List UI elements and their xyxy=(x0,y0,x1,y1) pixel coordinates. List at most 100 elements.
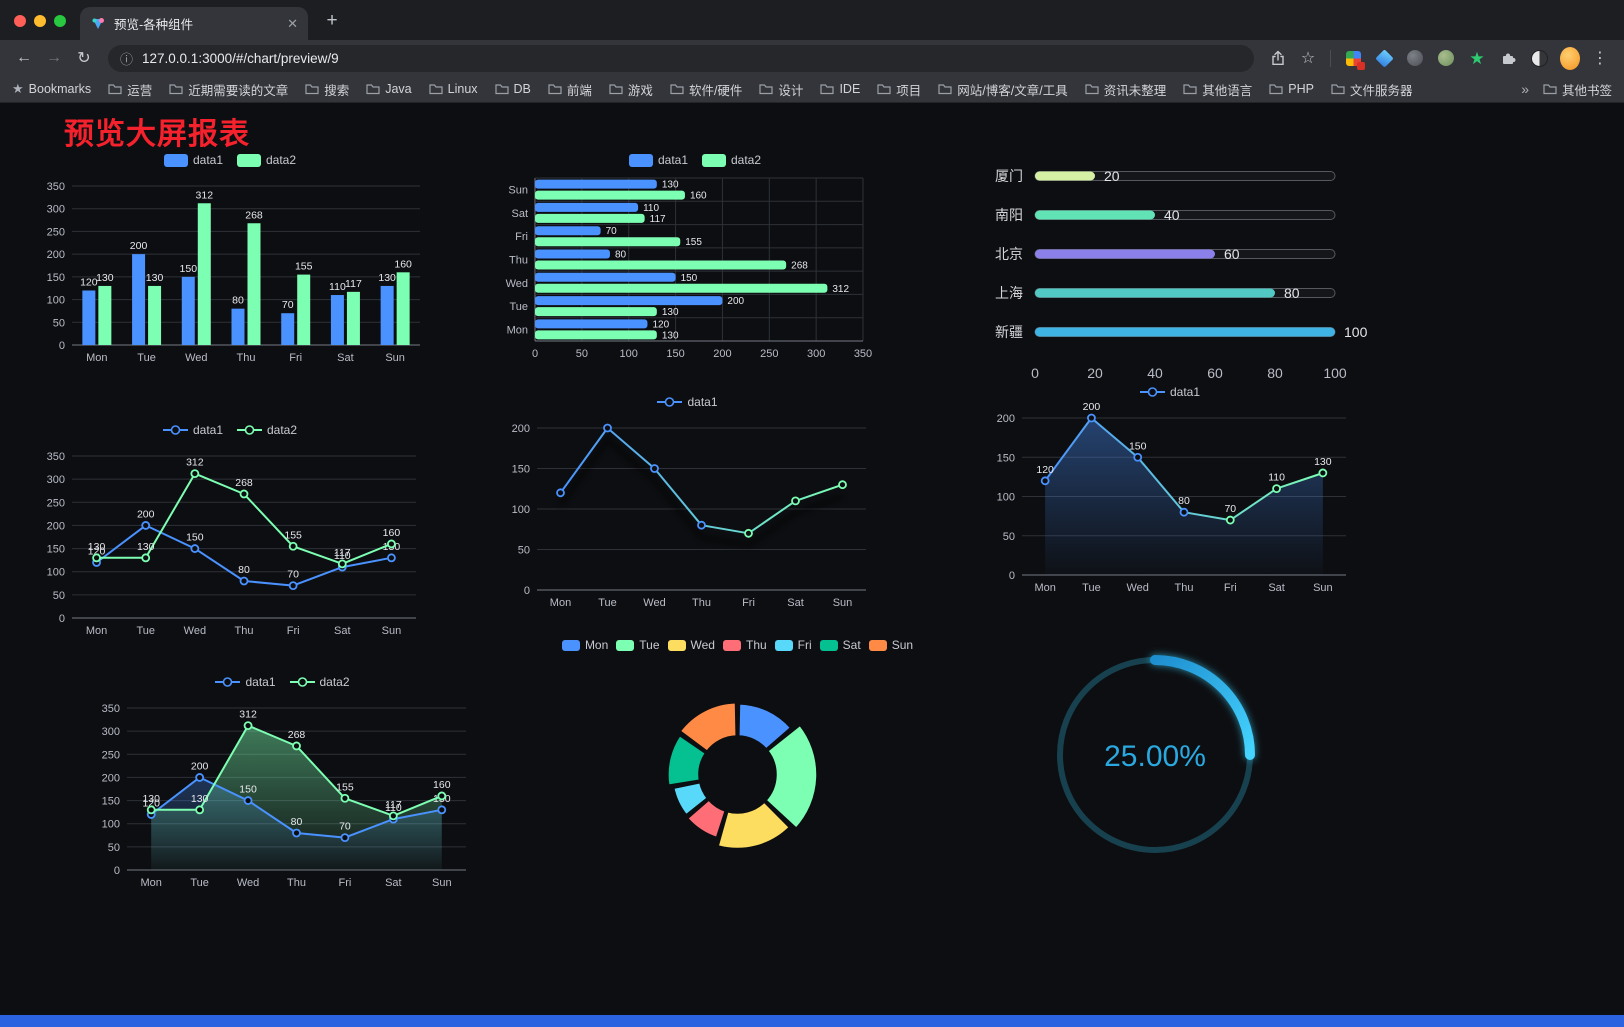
folder-icon xyxy=(366,84,380,95)
extensions-puzzle-icon[interactable] xyxy=(1498,48,1518,68)
bookmark-folder-item[interactable]: 搜索 xyxy=(305,80,349,99)
svg-text:100: 100 xyxy=(47,567,65,579)
reload-icon[interactable]: ↻ xyxy=(77,50,91,67)
svg-text:250: 250 xyxy=(102,749,120,761)
svg-text:0: 0 xyxy=(1009,570,1015,582)
bookmark-folder-item[interactable]: 设计 xyxy=(759,80,803,99)
close-window-button[interactable] xyxy=(14,15,26,27)
two-line-canvas: 0 50 100 150 200 250 300 350 Mon Tue Wed Thu Fri Sat S… xyxy=(47,451,416,637)
chart-legend: data1 data2 xyxy=(163,150,296,170)
legend-item-data2[interactable]: data2 xyxy=(702,153,761,167)
bookmark-folder-item[interactable]: 资讯未整理 xyxy=(1085,80,1166,99)
legend-item-data1[interactable]: data1 xyxy=(215,675,276,689)
chart-legend: data1 data2 xyxy=(628,150,761,170)
svg-text:Sun: Sun xyxy=(385,352,405,364)
bookmark-folder-item[interactable]: 前端 xyxy=(548,80,592,99)
legend-item-data1[interactable]: data1 xyxy=(163,153,223,167)
svg-text:117: 117 xyxy=(345,278,362,290)
svg-text:200: 200 xyxy=(512,423,530,435)
svg-text:160: 160 xyxy=(383,527,401,539)
bookmarks-overflow-icon[interactable]: » xyxy=(1521,81,1529,97)
bookmark-folder-item[interactable]: 其他语言 xyxy=(1183,80,1252,99)
bookmarks-manager-item[interactable]: ★ Bookmarks xyxy=(12,81,91,97)
svg-text:80: 80 xyxy=(1178,495,1190,507)
extension-grid-icon[interactable] xyxy=(1343,48,1365,70)
folder-icon xyxy=(1543,84,1557,95)
theme-toggle-icon[interactable] xyxy=(1529,48,1549,68)
svg-text:Sat: Sat xyxy=(787,597,804,609)
bookmark-folder-item[interactable]: IDE xyxy=(820,82,860,96)
bookmark-folder-item[interactable]: DB xyxy=(494,82,531,96)
bookmark-folder-item[interactable]: 文件服务器 xyxy=(1331,80,1412,99)
svg-text:100: 100 xyxy=(997,492,1015,504)
bookmark-folder-item[interactable]: Linux xyxy=(429,82,478,96)
svg-text:Tue: Tue xyxy=(598,597,617,609)
extension-kite-icon[interactable] xyxy=(1374,48,1394,68)
svg-text:200: 200 xyxy=(727,296,744,307)
svg-text:Mon: Mon xyxy=(86,352,107,364)
svg-text:Mon: Mon xyxy=(550,597,571,609)
legend-item-Thu[interactable]: Thu xyxy=(722,638,767,652)
legend-item-data2[interactable]: data2 xyxy=(237,153,296,167)
site-info-icon[interactable]: ⓘ xyxy=(120,51,134,67)
legend-label: Sun xyxy=(891,638,914,652)
legend-item-data1[interactable]: data1 xyxy=(628,153,688,167)
bookmark-star-icon[interactable]: ☆ xyxy=(1300,50,1316,67)
legend-item-Wed[interactable]: Wed xyxy=(667,638,715,652)
bookmark-folder-item[interactable]: 项目 xyxy=(877,80,921,99)
folder-icon xyxy=(169,84,183,95)
bookmark-label: Bookmarks xyxy=(28,82,92,96)
legend-item-Tue[interactable]: Tue xyxy=(616,638,660,652)
browser-tab[interactable]: 预览-各种组件 ✕ xyxy=(80,7,308,40)
svg-text:40: 40 xyxy=(1164,207,1180,223)
legend-item-data2[interactable]: data2 xyxy=(237,423,297,437)
bookmark-folder-item[interactable]: 游戏 xyxy=(609,80,653,99)
legend-marker xyxy=(289,677,315,687)
extension-star-icon[interactable]: ★ xyxy=(1469,48,1485,68)
extensions-area: ★ xyxy=(1343,46,1580,70)
svg-text:130: 130 xyxy=(662,307,679,318)
legend-item-data1[interactable]: data1 xyxy=(657,395,718,409)
legend-item-Fri[interactable]: Fri xyxy=(774,638,812,652)
bookmark-folder-item[interactable]: Java xyxy=(366,82,412,96)
legend-marker xyxy=(657,397,683,407)
bookmark-folder-item[interactable]: PHP xyxy=(1269,82,1314,96)
svg-text:120: 120 xyxy=(1036,464,1054,476)
extension-ball-icon[interactable] xyxy=(1436,48,1456,68)
fullscreen-window-button[interactable] xyxy=(54,15,66,27)
bookmark-folder-item[interactable]: 网站/博客/文章/工具 xyxy=(938,80,1068,99)
address-bar[interactable]: ⓘ 127.0.0.1:3000/#/chart/preview/9 xyxy=(108,44,1254,72)
legend-item-data2[interactable]: data2 xyxy=(289,675,350,689)
svg-text:0: 0 xyxy=(532,348,538,360)
menu-icon[interactable]: ⋮ xyxy=(1592,50,1608,67)
svg-text:Tue: Tue xyxy=(190,877,209,889)
legend-item-Sat[interactable]: Sat xyxy=(819,638,861,652)
svg-text:130: 130 xyxy=(662,180,679,191)
legend-item-Sun[interactable]: Sun xyxy=(868,638,914,652)
bookmark-folder-item[interactable]: 软件/硬件 xyxy=(670,80,742,99)
new-tab-button[interactable]: + xyxy=(326,10,338,31)
svg-text:Sat: Sat xyxy=(334,625,351,637)
bookmark-folder-item[interactable]: 运营 xyxy=(108,80,152,99)
svg-text:100: 100 xyxy=(102,819,120,831)
legend-item-data1[interactable]: data1 xyxy=(1139,385,1200,399)
back-icon[interactable]: ← xyxy=(16,49,32,66)
legend-label: Thu xyxy=(745,638,767,652)
legend-item-data1[interactable]: data1 xyxy=(162,423,223,437)
chart-legend: Mon Tue Wed Thu Fri Sat Sun xyxy=(561,635,914,655)
minimize-window-button[interactable] xyxy=(34,15,46,27)
extension-globe-icon[interactable] xyxy=(1405,48,1425,68)
svg-text:Thu: Thu xyxy=(235,625,254,637)
bookmark-label: Linux xyxy=(447,82,478,96)
share-icon[interactable] xyxy=(1264,44,1292,72)
folder-icon xyxy=(429,84,443,95)
tab-close-icon[interactable]: ✕ xyxy=(287,15,298,31)
bookmark-folder-item[interactable]: 近期需要读的文章 xyxy=(169,80,288,99)
other-bookmarks-folder[interactable]: 其他书签 xyxy=(1543,80,1612,99)
svg-text:Sat: Sat xyxy=(1268,582,1285,594)
profile-avatar[interactable] xyxy=(1560,46,1580,70)
legend-item-Mon[interactable]: Mon xyxy=(561,638,608,652)
forward-icon[interactable]: → xyxy=(46,49,62,66)
svg-text:130: 130 xyxy=(88,541,106,553)
svg-text:268: 268 xyxy=(245,209,263,221)
